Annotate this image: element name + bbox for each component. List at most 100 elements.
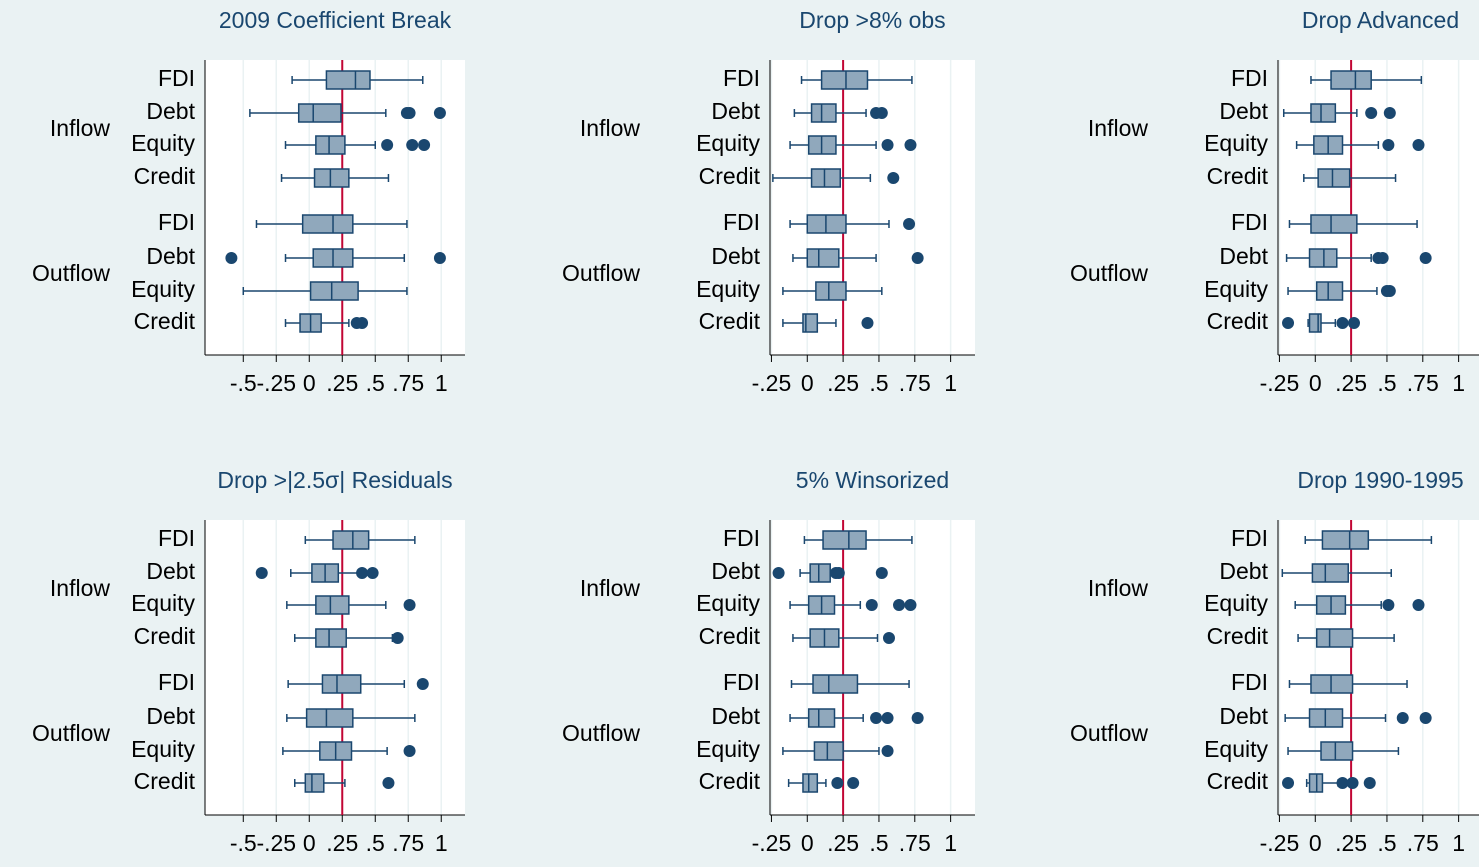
box	[304, 773, 325, 793]
box	[1320, 741, 1354, 761]
outlier	[887, 172, 900, 184]
outlier	[881, 745, 894, 757]
group-label: Outflow	[1070, 720, 1148, 746]
x-tick-label: 1	[1452, 370, 1465, 396]
group-label: Outflow	[32, 720, 110, 746]
outlier	[381, 139, 394, 151]
category-label: Equity	[131, 276, 195, 302]
box	[315, 595, 350, 615]
box	[802, 773, 819, 793]
panel-title: Drop >|2.5σ| Residuals	[217, 467, 452, 493]
x-tick-label: 0	[1309, 830, 1322, 856]
x-tick-label: .25	[1335, 830, 1367, 856]
outlier	[1412, 599, 1425, 611]
outlier	[772, 567, 785, 579]
outlier	[1396, 712, 1409, 724]
outlier	[881, 139, 894, 151]
category-label: FDI	[1231, 65, 1268, 91]
x-tick-label: 0	[801, 370, 814, 396]
group-label: Outflow	[562, 720, 640, 746]
x-tick-label: -.25	[1260, 370, 1300, 396]
x-tick-label: .5	[869, 830, 888, 856]
panel-title: 2009 Coefficient Break	[219, 7, 452, 33]
outlier	[882, 632, 895, 644]
outlier	[904, 599, 917, 611]
plot-area	[1278, 60, 1479, 355]
category-label: FDI	[723, 209, 760, 235]
category-label: Equity	[1204, 590, 1268, 616]
category-label: Equity	[1204, 736, 1268, 762]
outlier	[847, 777, 860, 789]
outlier	[861, 317, 874, 329]
x-tick-label: -.25	[256, 830, 296, 856]
x-tick-label: -.25	[752, 830, 792, 856]
outlier	[356, 317, 369, 329]
x-tick-label: -.5	[230, 830, 257, 856]
x-tick-label: .75	[899, 830, 931, 856]
group-label: Inflow	[1088, 575, 1148, 601]
category-label: Equity	[696, 130, 760, 156]
box	[321, 674, 362, 694]
category-label: FDI	[1231, 209, 1268, 235]
outlier	[870, 712, 883, 724]
box	[1310, 103, 1337, 123]
x-tick-label: .25	[827, 830, 859, 856]
category-label: Credit	[134, 163, 196, 189]
category-label: FDI	[158, 209, 195, 235]
outlier	[1347, 317, 1360, 329]
panel-title: Drop >8% obs	[799, 7, 945, 33]
box	[1311, 563, 1349, 583]
outlier	[356, 567, 369, 579]
category-label: FDI	[158, 669, 195, 695]
outlier	[865, 599, 878, 611]
outlier	[903, 218, 916, 230]
x-tick-label: 0	[801, 830, 814, 856]
plot-area	[770, 60, 975, 355]
outlier	[904, 139, 917, 151]
outlier	[416, 678, 429, 690]
outlier	[1382, 599, 1395, 611]
category-label: Equity	[696, 736, 760, 762]
outlier	[1419, 252, 1432, 264]
x-tick-label: 0	[1309, 370, 1322, 396]
x-tick-label: .75	[1407, 370, 1439, 396]
box	[807, 708, 836, 728]
category-label: Debt	[711, 98, 760, 124]
plot-area	[770, 520, 975, 815]
outlier	[893, 599, 906, 611]
x-tick-label: .75	[392, 370, 424, 396]
x-tick-label: .5	[1377, 830, 1396, 856]
category-label: Equity	[1204, 130, 1268, 156]
category-label: Credit	[1207, 623, 1269, 649]
x-tick-label: -.25	[1260, 830, 1300, 856]
outlier	[1383, 285, 1396, 297]
outlier	[1336, 777, 1349, 789]
category-label: Debt	[146, 703, 195, 729]
category-label: FDI	[1231, 669, 1268, 695]
category-label: FDI	[158, 65, 195, 91]
outlier	[1365, 107, 1378, 119]
x-tick-label: .25	[326, 370, 358, 396]
category-label: Debt	[146, 243, 195, 269]
outlier	[875, 567, 888, 579]
category-label: FDI	[723, 669, 760, 695]
box	[810, 168, 841, 188]
box	[815, 281, 847, 301]
plot-area	[1278, 520, 1479, 815]
outlier	[403, 745, 416, 757]
outlier	[1336, 317, 1349, 329]
category-label: Debt	[1219, 243, 1268, 269]
box	[1308, 313, 1322, 333]
category-label: FDI	[723, 525, 760, 551]
group-label: Inflow	[1088, 115, 1148, 141]
x-tick-label: 1	[1452, 830, 1465, 856]
box	[1315, 281, 1344, 301]
outlier	[1412, 139, 1425, 151]
box	[806, 248, 840, 268]
category-label: Credit	[1207, 308, 1269, 334]
x-tick-label: .25	[326, 830, 358, 856]
category-label: Debt	[711, 558, 760, 584]
category-label: Debt	[146, 558, 195, 584]
outlier	[1282, 317, 1295, 329]
